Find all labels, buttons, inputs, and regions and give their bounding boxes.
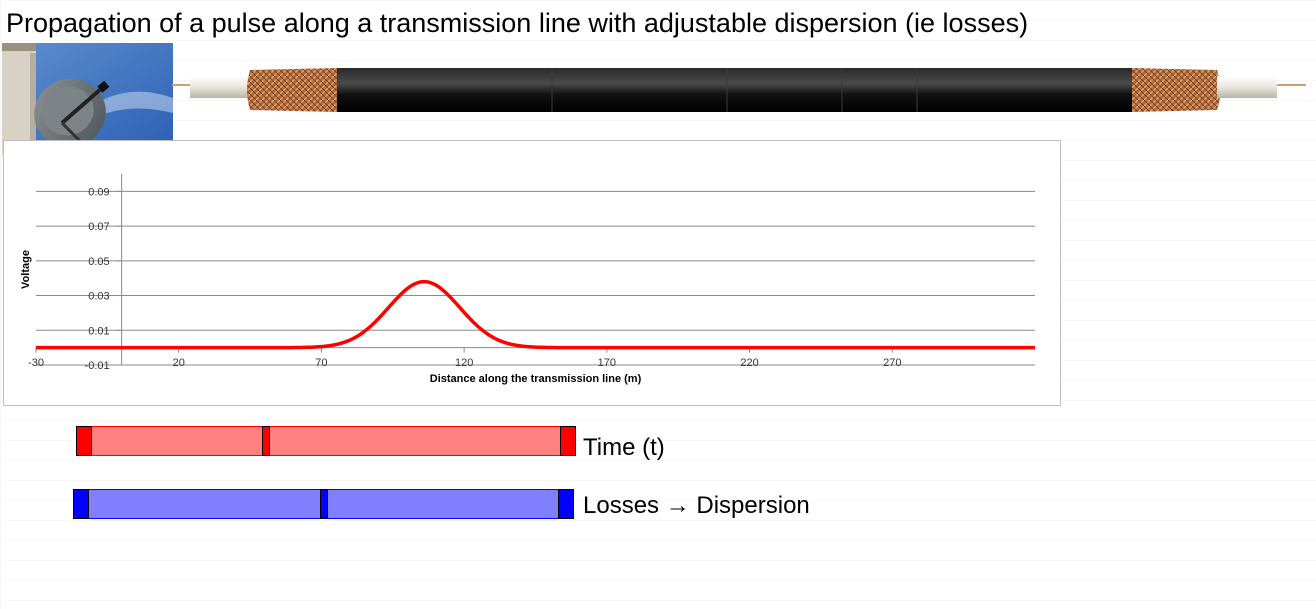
time-slider-thumb[interactable] <box>262 426 271 456</box>
x-tick-label: 170 <box>598 357 616 369</box>
y-tick-label: 0.09 <box>88 186 109 198</box>
time-slider-track[interactable] <box>76 426 576 456</box>
x-tick-label: 120 <box>455 357 473 369</box>
x-tick-label: 70 <box>315 357 327 369</box>
x-tick-label: -30 <box>28 357 44 369</box>
x-tick-label: 20 <box>173 357 185 369</box>
page-title: Propagation of a pulse along a transmiss… <box>6 8 1029 38</box>
x-tick-label: 270 <box>883 357 901 369</box>
time-slider-left-arrow[interactable] <box>76 426 92 456</box>
y-tick-label: -0.01 <box>85 360 110 372</box>
y-axis-title: Voltage <box>20 250 32 289</box>
time-slider-right-arrow[interactable] <box>560 426 576 456</box>
time-slider-label: Time (t) <box>583 434 665 461</box>
losses-slider-right-arrow[interactable] <box>558 489 574 519</box>
y-tick-label: 0.05 <box>88 256 109 268</box>
coaxial-cable-image <box>172 58 1310 122</box>
losses-slider[interactable] <box>73 489 574 519</box>
losses-slider-left-arrow[interactable] <box>73 489 89 519</box>
losses-slider-thumb[interactable] <box>319 489 328 519</box>
pulse-chart: -0.01 0.01 0.03 0.05 0.07 0.09 -30 20 70 120 170 22… <box>3 140 1061 406</box>
losses-slider-label: Losses → Dispersion <box>583 492 810 519</box>
y-tick-label: 0.01 <box>88 325 109 337</box>
time-slider[interactable] <box>76 426 576 456</box>
y-tick-label: 0.03 <box>88 291 109 303</box>
x-axis-title: Distance along the transmission line (m) <box>430 373 642 385</box>
x-tick-label: 220 <box>740 357 758 369</box>
series-line <box>35 279 1036 350</box>
pulse-chart-plot: -0.01 0.01 0.03 0.05 0.07 0.09 -30 20 70 120 170 22… <box>20 174 1036 385</box>
satellite-dish-image <box>2 43 173 155</box>
y-tick-label: 0.07 <box>88 221 109 233</box>
